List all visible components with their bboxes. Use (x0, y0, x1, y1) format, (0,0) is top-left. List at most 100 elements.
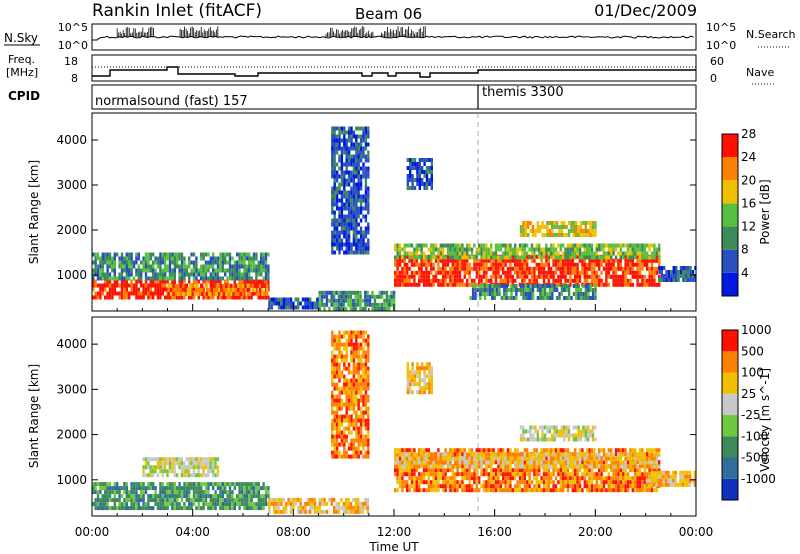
data-cell (192, 486, 196, 491)
data-cell (574, 484, 577, 489)
data-cell (331, 222, 334, 227)
data-cell (589, 284, 592, 288)
data-cell (140, 279, 143, 284)
data-cell (216, 272, 220, 277)
data-cell (456, 255, 459, 260)
data-cell (449, 243, 452, 248)
data-cell (352, 222, 356, 227)
data-cell (463, 258, 466, 263)
data-cell (626, 266, 630, 271)
data-cell (413, 262, 416, 267)
data-cell (470, 488, 474, 493)
data-cell (251, 288, 254, 292)
data-cell (214, 490, 217, 495)
freq-left-tick-bottom: 8 (71, 72, 78, 85)
data-cell (321, 509, 324, 514)
data-cell (345, 142, 348, 147)
data-cell (212, 264, 215, 269)
data-cell (449, 464, 452, 469)
data-cell (502, 464, 505, 469)
data-cell (257, 264, 260, 269)
data-cell (347, 230, 351, 235)
data-cell (458, 274, 462, 279)
data-cell (147, 502, 150, 507)
data-cell (478, 464, 481, 469)
data-cell (345, 162, 348, 167)
data-cell (542, 262, 546, 267)
data-cell (216, 494, 220, 499)
data-cell (454, 480, 457, 485)
data-cell (416, 182, 419, 186)
data-cell (533, 448, 536, 453)
data-cell (470, 460, 474, 465)
data-cell (340, 194, 344, 199)
data-cell (524, 284, 528, 288)
data-cell (624, 258, 627, 263)
data-cell (468, 464, 471, 469)
data-cell (427, 452, 430, 457)
data-cell (522, 221, 525, 225)
data-cell (245, 276, 248, 281)
data-cell (494, 270, 498, 275)
data-cell (197, 506, 200, 511)
data-cell (437, 448, 440, 453)
data-cell (207, 457, 210, 462)
data-cell (316, 305, 319, 310)
data-cell (101, 287, 104, 292)
data-cell (569, 270, 572, 275)
data-cell (495, 284, 499, 288)
data-cell (225, 292, 228, 296)
data-cell (439, 247, 442, 252)
data-cell (413, 258, 416, 263)
data-cell (238, 490, 241, 495)
data-cell (183, 264, 186, 269)
data-cell (245, 268, 248, 273)
data-cell (646, 472, 649, 477)
data-cell (446, 258, 450, 263)
data-cell (123, 279, 126, 284)
data-cell (149, 506, 152, 511)
data-cell (540, 262, 543, 267)
data-cell (392, 298, 396, 303)
data-cell (617, 274, 620, 279)
data-cell (540, 480, 543, 485)
data-cell (330, 302, 333, 307)
data-cell (260, 498, 263, 503)
data-cell (362, 214, 365, 219)
data-cell (494, 255, 498, 260)
data-cell (514, 243, 517, 248)
data-cell (183, 276, 186, 281)
data-cell (598, 274, 601, 279)
data-cell (403, 484, 406, 489)
data-cell (470, 251, 474, 256)
data-cell (343, 190, 346, 195)
data-cell (185, 506, 188, 511)
data-cell (219, 279, 222, 284)
data-cell (396, 247, 399, 252)
data-cell (574, 251, 577, 256)
data-cell (195, 486, 198, 491)
data-cell (343, 186, 346, 191)
data-cell (128, 494, 131, 499)
data-cell (172, 288, 175, 292)
data-cell (622, 266, 625, 271)
data-cell (184, 288, 187, 292)
data-cell (349, 302, 353, 307)
data-cell (653, 468, 656, 473)
data-cell (562, 255, 565, 260)
data-cell (403, 278, 406, 283)
data-cell (403, 251, 406, 256)
data-cell (338, 198, 341, 203)
data-cell (352, 162, 356, 167)
data-cell (231, 490, 234, 495)
data-cell (406, 182, 409, 186)
data-cell (494, 262, 498, 267)
data-cell (359, 505, 362, 510)
data-cell (499, 488, 502, 493)
data-cell (482, 488, 486, 493)
data-cell (209, 291, 212, 296)
data-cell (243, 252, 246, 257)
data-cell (130, 506, 133, 511)
data-cell (522, 296, 525, 300)
data-cell (313, 501, 317, 506)
